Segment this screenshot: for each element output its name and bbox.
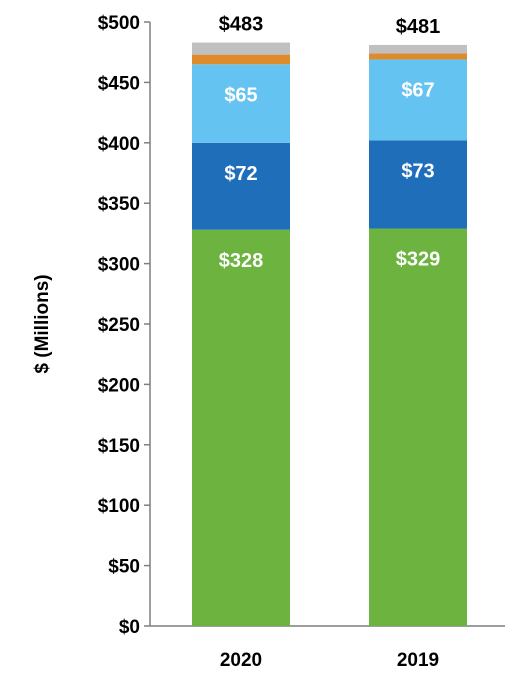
bar-segment [369,59,467,141]
bar-segment [369,228,467,626]
y-ticks: $0 $50 $100 $150 $200 $250 $300 $350 $400 $450 $50… [98,13,150,638]
bar-segment [192,64,290,143]
bar-segment-label: $67 [401,79,434,101]
bar-segment [369,44,467,54]
bar-segment-label: $328 [219,250,264,272]
y-tick-label: $400 [98,134,140,155]
x-axis: 2020 2019 [150,625,505,671]
bar-segment [192,142,290,230]
bar-total-label: $483 [219,14,264,36]
y-tick-label: $300 [98,255,140,276]
y-tick-label: $150 [98,436,140,457]
bar-segment [192,42,290,55]
bar-stack: $328 $72 $65 $483 [192,14,290,626]
x-category-label: 2020 [220,650,262,671]
bar-segment-label: $72 [224,163,257,185]
bars: $328 $72 $65 $483 $329 $73 $67 $481 [192,14,467,626]
bar-segment-label: $65 [224,84,257,106]
bar-segment-label: $329 [396,249,441,271]
bar-segment [369,53,467,60]
bar-stack: $329 $73 $67 $481 [369,16,467,626]
y-tick-label: $0 [119,617,140,638]
x-category-labels: 2020 2019 [220,650,439,671]
bar-segment [369,140,467,229]
y-axis: $0 $50 $100 $150 $200 $250 $300 $350 $400 $450 $50… [98,13,151,638]
y-tick-label: $100 [98,496,140,517]
y-tick-label: $450 [98,73,140,94]
bar-segment [192,54,290,65]
bar-segment-label: $73 [401,160,434,182]
y-tick-label: $350 [98,194,140,215]
y-tick-label: $500 [98,13,140,34]
bar-total-label: $481 [396,16,441,38]
y-axis-label: $ (Millions) [32,274,53,373]
y-tick-label: $250 [98,315,140,336]
y-tick-label: $200 [98,375,140,396]
x-category-label: 2019 [397,650,439,671]
bar-segment [192,229,290,626]
y-tick-label: $50 [108,557,140,578]
